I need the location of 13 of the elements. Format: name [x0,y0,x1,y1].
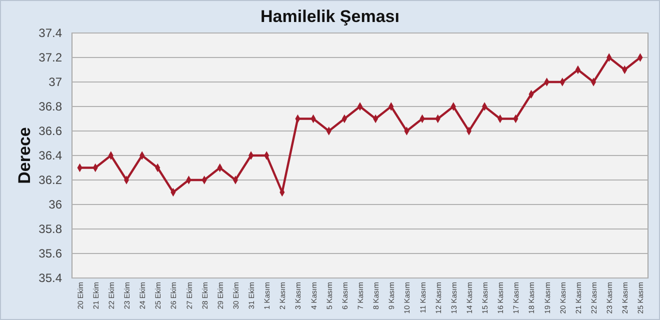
y-tick-label: 36.6 [38,124,62,138]
y-tick-label: 36.4 [38,148,62,163]
y-tick-label: 36 [48,198,62,212]
y-tick-label: 35.6 [38,246,62,261]
y-tick-label: 37.2 [38,50,62,65]
y-tick-label: 37.4 [38,26,62,40]
y-axis-title: Derece [15,127,34,184]
y-tick-label: 36.2 [38,173,62,188]
y-tick-label: 35.8 [38,222,62,236]
y-tick-label: 37 [48,75,62,90]
y-tick-label: 35.4 [38,271,62,286]
y-tick-label: 36.8 [38,100,62,114]
chart-title: Hamilelik Şeması [260,7,400,26]
